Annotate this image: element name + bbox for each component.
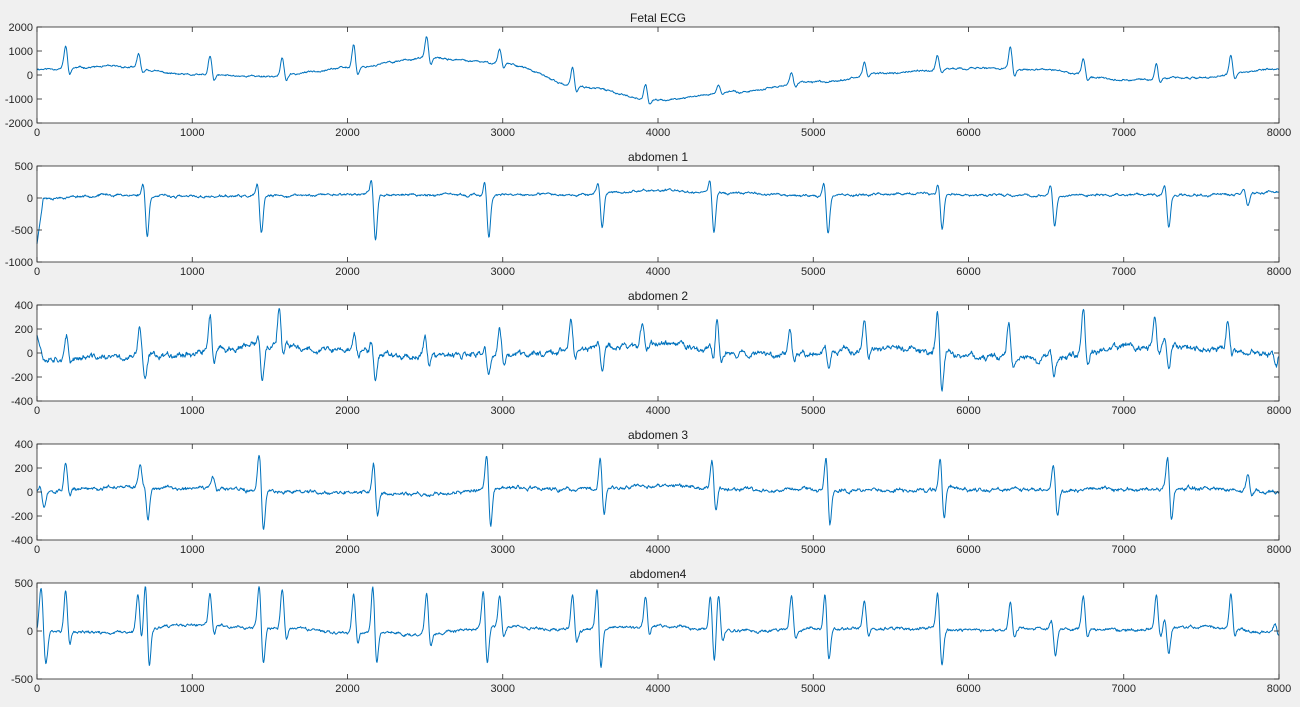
x-tick-label: 1000 [180, 405, 204, 417]
signal-line [36, 36, 1280, 105]
x-tick-label: 7000 [1112, 266, 1136, 278]
subplot-title: abdomen4 [630, 567, 687, 581]
y-tick-label: -1000 [5, 94, 33, 106]
y-tick-label: -200 [11, 372, 33, 384]
x-tick-label: 1000 [180, 266, 204, 278]
x-tick-label: 8000 [1267, 266, 1291, 278]
x-tick-label: 4000 [646, 683, 670, 695]
signal-line [36, 307, 1280, 392]
x-tick-label: 0 [34, 544, 40, 556]
x-tick-label: 0 [34, 127, 40, 139]
plot-area [37, 166, 1279, 262]
y-tick-label: -2000 [5, 118, 33, 130]
x-tick-label: 6000 [956, 405, 980, 417]
x-tick-label: 1000 [180, 127, 204, 139]
x-tick-label: 3000 [491, 266, 515, 278]
x-tick-label: 5000 [801, 405, 825, 417]
x-tick-label: 7000 [1112, 683, 1136, 695]
y-tick-label: 400 [15, 439, 33, 451]
y-tick-label: 500 [15, 578, 33, 590]
x-tick-label: 2000 [335, 127, 359, 139]
x-tick-label: 1000 [180, 683, 204, 695]
x-tick-label: 5000 [801, 127, 825, 139]
plot-area [37, 583, 1279, 679]
y-tick-label: 400 [15, 300, 33, 312]
x-tick-label: 8000 [1267, 683, 1291, 695]
subplot-title: abdomen 2 [628, 289, 688, 303]
subplot-abdomen-4: abdomen4 0 1000 2000 3000 4000 5000 6000 7000 80… [11, 567, 1291, 695]
x-tick-label: 3000 [491, 405, 515, 417]
subplot-title: Fetal ECG [630, 11, 686, 25]
y-tick-label: 1000 [9, 46, 33, 58]
x-tick-label: 3000 [491, 683, 515, 695]
subplot-abdomen-2: abdomen 2 0 1000 2000 3000 4000 5000 6000 7000 8… [11, 289, 1291, 417]
x-tick-label: 8000 [1267, 544, 1291, 556]
x-tick-label: 8000 [1267, 127, 1291, 139]
subplot-title: abdomen 3 [628, 428, 688, 442]
x-tick-label: 5000 [801, 544, 825, 556]
x-tick-label: 4000 [646, 127, 670, 139]
x-tick-label: 3000 [491, 127, 515, 139]
plot-area [37, 27, 1279, 123]
x-tick-label: 5000 [801, 683, 825, 695]
x-tick-label: 2000 [335, 544, 359, 556]
x-tick-label: 0 [34, 683, 40, 695]
y-tick-label: 200 [15, 324, 33, 336]
x-tick-label: 4000 [646, 266, 670, 278]
y-tick-label: 0 [27, 193, 33, 205]
x-tick-label: 1000 [180, 544, 204, 556]
signal-line [36, 586, 1280, 668]
y-tick-label: 200 [15, 463, 33, 475]
y-tick-label: 0 [27, 348, 33, 360]
y-tick-label: 500 [15, 161, 33, 173]
x-tick-label: 4000 [646, 544, 670, 556]
subplot-abdomen-1: abdomen 1 0 1000 2000 3000 4000 5000 6000 7000 8… [5, 150, 1291, 278]
x-tick-label: 5000 [801, 266, 825, 278]
x-tick-label: 6000 [956, 266, 980, 278]
x-tick-label: 6000 [956, 127, 980, 139]
y-tick-label: 0 [27, 626, 33, 638]
x-tick-label: 0 [34, 405, 40, 417]
subplot-title: abdomen 1 [628, 150, 688, 164]
subplot-fetal-ecg: Fetal ECG 0 1000 2000 3000 4000 5000 6000 7000 8… [5, 11, 1291, 139]
y-tick-label: 0 [27, 70, 33, 82]
x-tick-label: 4000 [646, 405, 670, 417]
plot-area [37, 444, 1279, 540]
x-tick-label: 7000 [1112, 544, 1136, 556]
signal-line [36, 454, 1280, 530]
signal-line [36, 179, 1280, 245]
y-tick-label: -500 [11, 225, 33, 237]
y-tick-label: -200 [11, 511, 33, 523]
x-tick-label: 3000 [491, 544, 515, 556]
x-tick-label: 0 [34, 266, 40, 278]
y-tick-label: 0 [27, 487, 33, 499]
x-tick-label: 2000 [335, 266, 359, 278]
x-tick-label: 7000 [1112, 405, 1136, 417]
x-tick-label: 2000 [335, 683, 359, 695]
x-tick-label: 8000 [1267, 405, 1291, 417]
y-tick-label: -1000 [5, 257, 33, 269]
x-tick-label: 6000 [956, 544, 980, 556]
x-tick-label: 6000 [956, 683, 980, 695]
subplot-abdomen-3: abdomen 3 0 1000 2000 3000 4000 5000 6000 7000 8… [11, 428, 1291, 556]
y-tick-label: -400 [11, 396, 33, 408]
y-tick-label: -400 [11, 535, 33, 547]
y-tick-label: 2000 [9, 22, 33, 34]
x-tick-label: 2000 [335, 405, 359, 417]
x-tick-label: 7000 [1112, 127, 1136, 139]
y-tick-label: -500 [11, 674, 33, 686]
